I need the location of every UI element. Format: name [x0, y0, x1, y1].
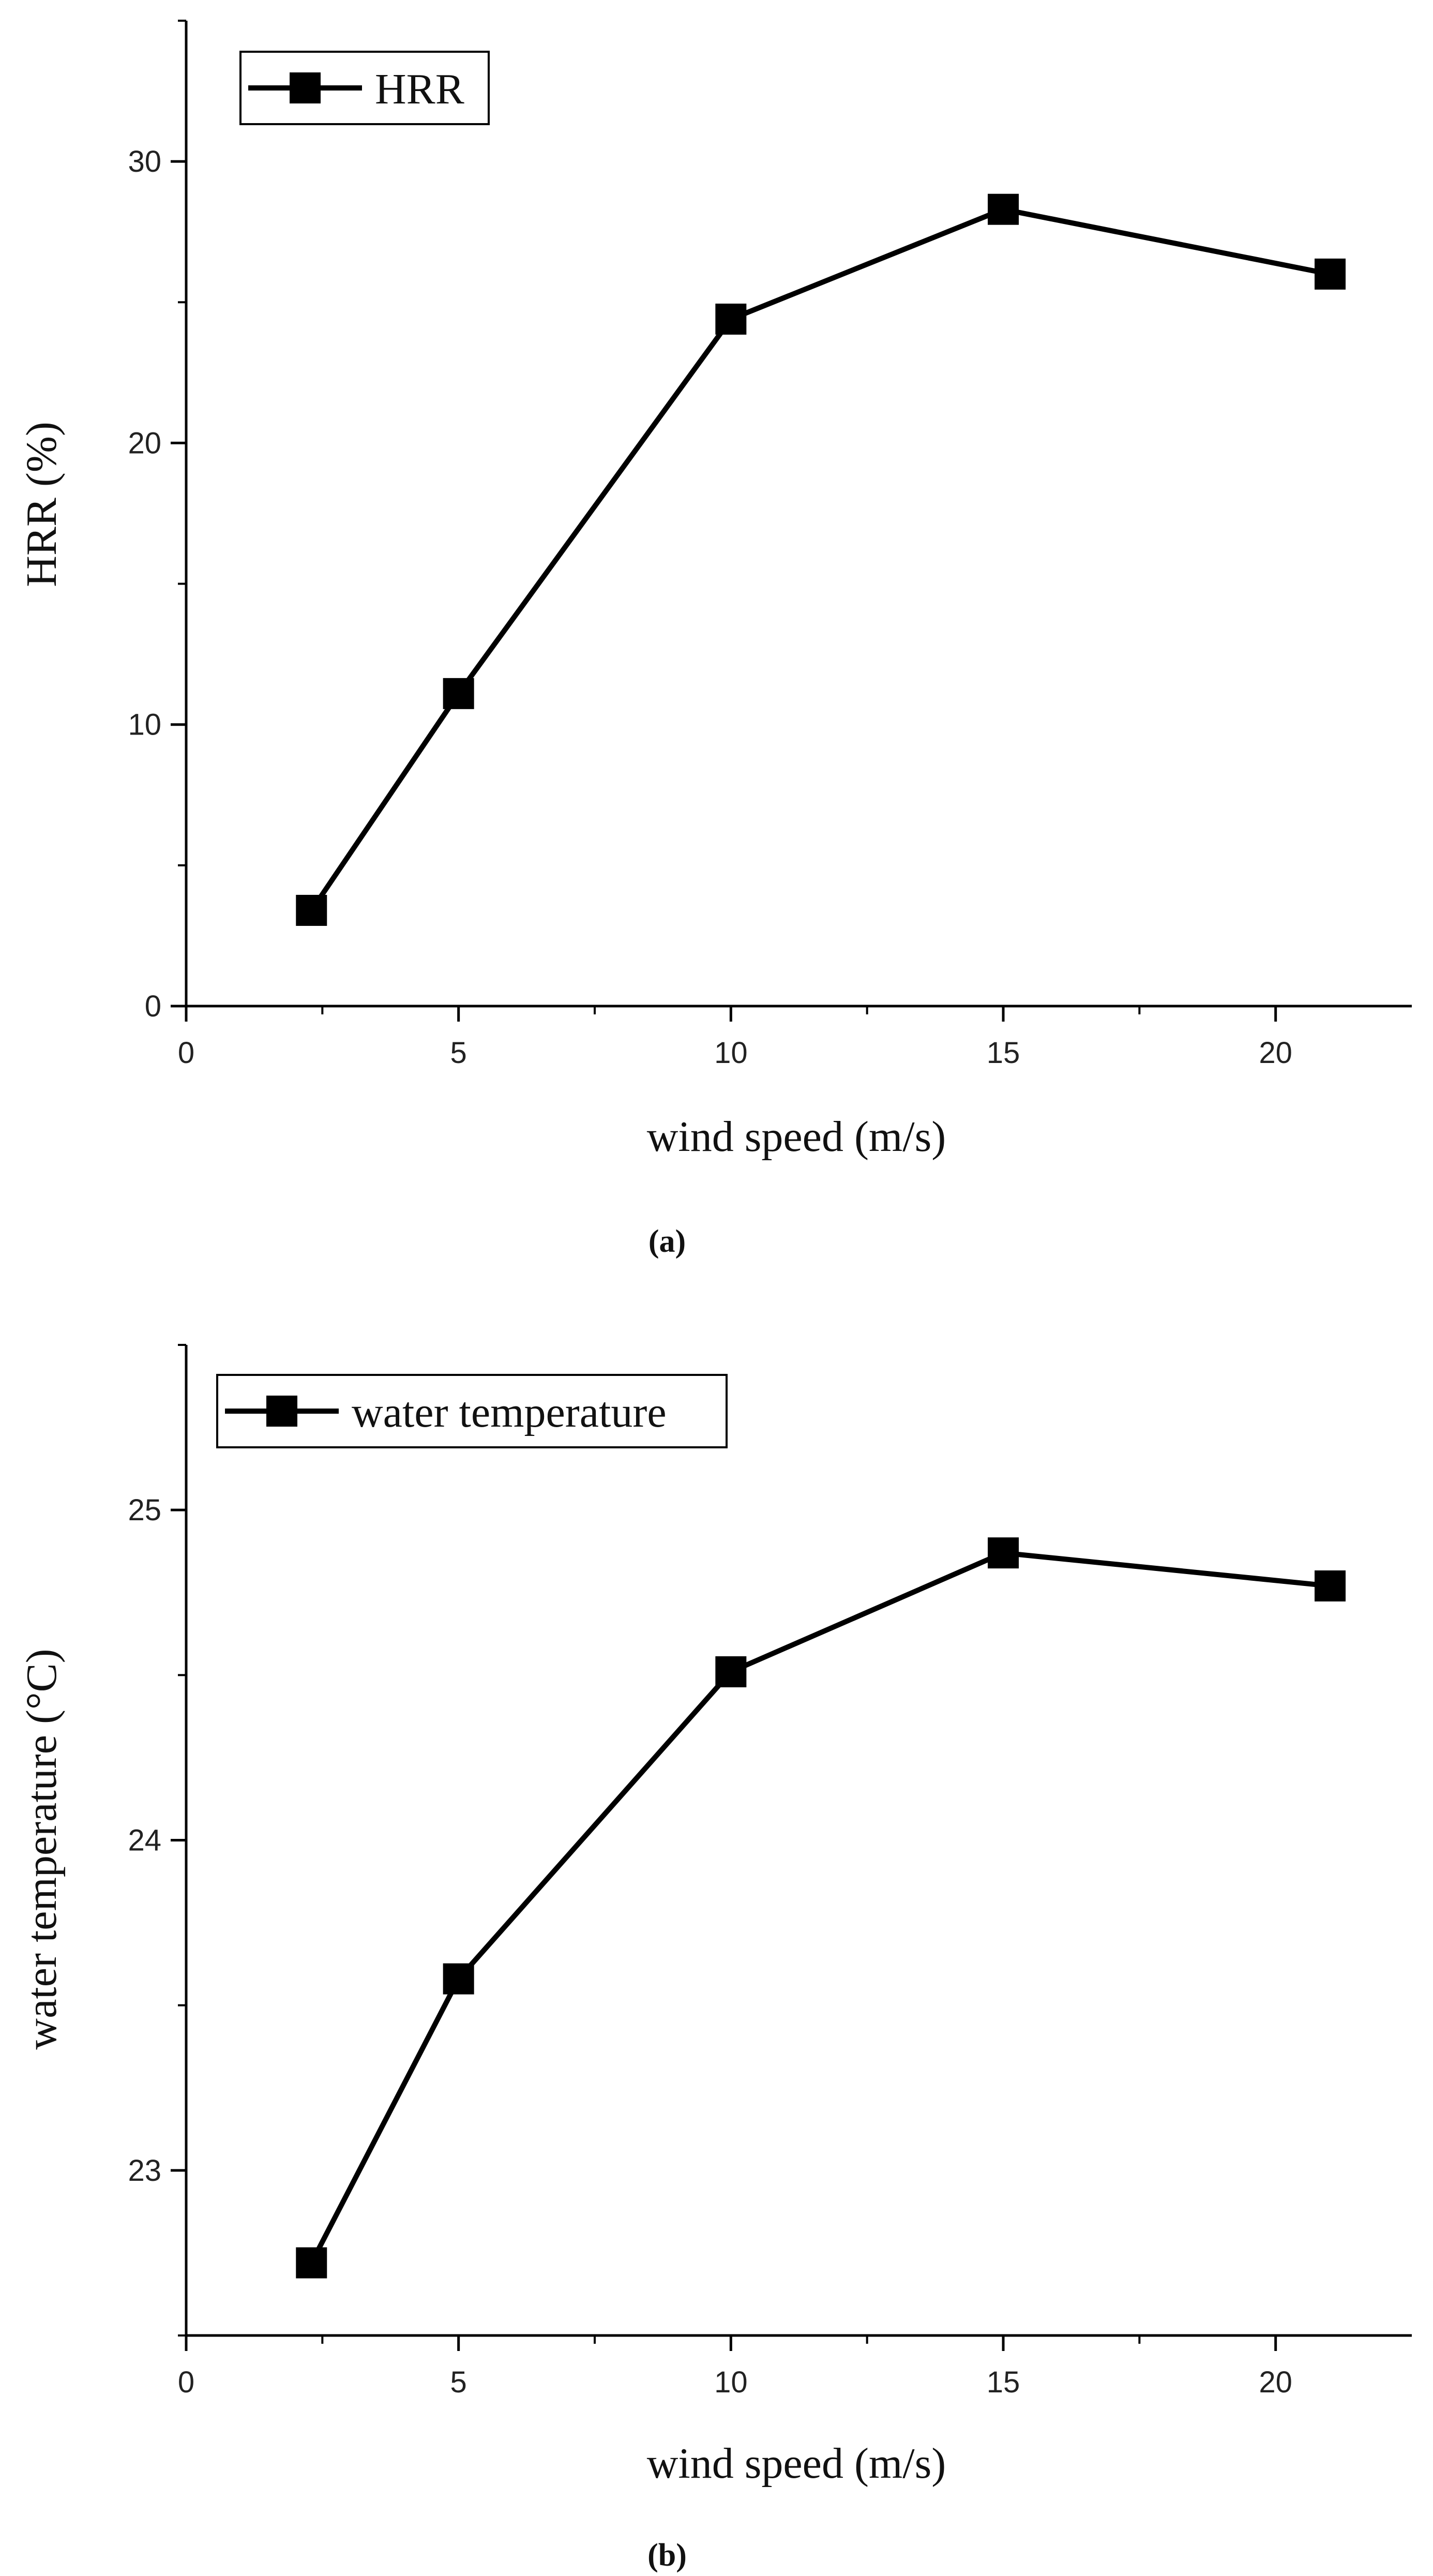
- y-tick-label: 10: [128, 708, 161, 742]
- series-line: [309, 1550, 1331, 2264]
- x-tick-label: 15: [987, 2365, 1020, 2399]
- data-point-marker: [715, 1656, 747, 1687]
- data-point-marker: [443, 1963, 474, 1995]
- x-tick-label: 20: [1259, 1036, 1292, 1070]
- x-axis-label: wind speed (m/s): [647, 2439, 946, 2488]
- x-tick-label: 10: [714, 2365, 748, 2399]
- data-point-marker: [1315, 258, 1346, 290]
- data-point-marker: [988, 193, 1019, 225]
- x-tick-label: 10: [714, 1036, 748, 1070]
- legend-marker-square: [290, 72, 321, 103]
- x-tick-label: 15: [987, 1036, 1020, 1070]
- y-tick-label: 23: [128, 2154, 161, 2188]
- chart-panel-a: 0 5 10 15 20 0 10 20 30 HRR wind speed (m/s) HRR…: [18, 20, 1412, 1259]
- x-tick-label: 0: [178, 2365, 194, 2399]
- legend-series-name: HRR: [375, 65, 464, 113]
- x-tick-label: 5: [450, 1036, 467, 1070]
- legend-panel-a: HRR: [239, 51, 490, 125]
- chart-panel-b: 0 5 10 15 20 23 24 25 water temperature wind sp…: [18, 1344, 1412, 2573]
- data-point-marker: [715, 303, 747, 335]
- legend-panel-b: water temperature: [216, 1374, 728, 1448]
- y-axis-label: water temperature (°C): [18, 1649, 66, 2049]
- y-axis-label: HRR (%): [18, 422, 66, 587]
- legend-series-name: water temperature: [352, 1388, 667, 1436]
- y-tick-label: 25: [128, 1493, 161, 1527]
- data-point-marker: [296, 894, 327, 926]
- y-tick-label: 24: [128, 1824, 161, 1858]
- series-line: [309, 206, 1331, 912]
- x-tick-label: 20: [1259, 2365, 1292, 2399]
- data-point-marker: [443, 678, 474, 709]
- y-tick-label: 0: [145, 990, 161, 1023]
- data-point-marker: [988, 1537, 1019, 1569]
- data-point-marker: [296, 2247, 327, 2279]
- x-axis-label: wind speed (m/s): [647, 1113, 946, 1161]
- panel-a-marks: 0 5 10 15 20 0 10 20 30: [128, 20, 1412, 1070]
- x-tick-label: 5: [450, 2365, 467, 2399]
- y-tick-label: 30: [128, 145, 161, 178]
- panel-b-marks: 0 5 10 15 20 23 24 25: [128, 1344, 1412, 2399]
- legend-marker-square: [266, 1396, 297, 1427]
- x-tick-label: 0: [178, 1036, 194, 1070]
- panel-caption-b: (b): [647, 2538, 687, 2573]
- panel-caption-a: (a): [648, 1224, 686, 1259]
- y-tick-label: 20: [128, 426, 161, 460]
- legend-box: [239, 51, 490, 125]
- legend-box: [216, 1374, 728, 1448]
- data-point-marker: [1315, 1570, 1346, 1601]
